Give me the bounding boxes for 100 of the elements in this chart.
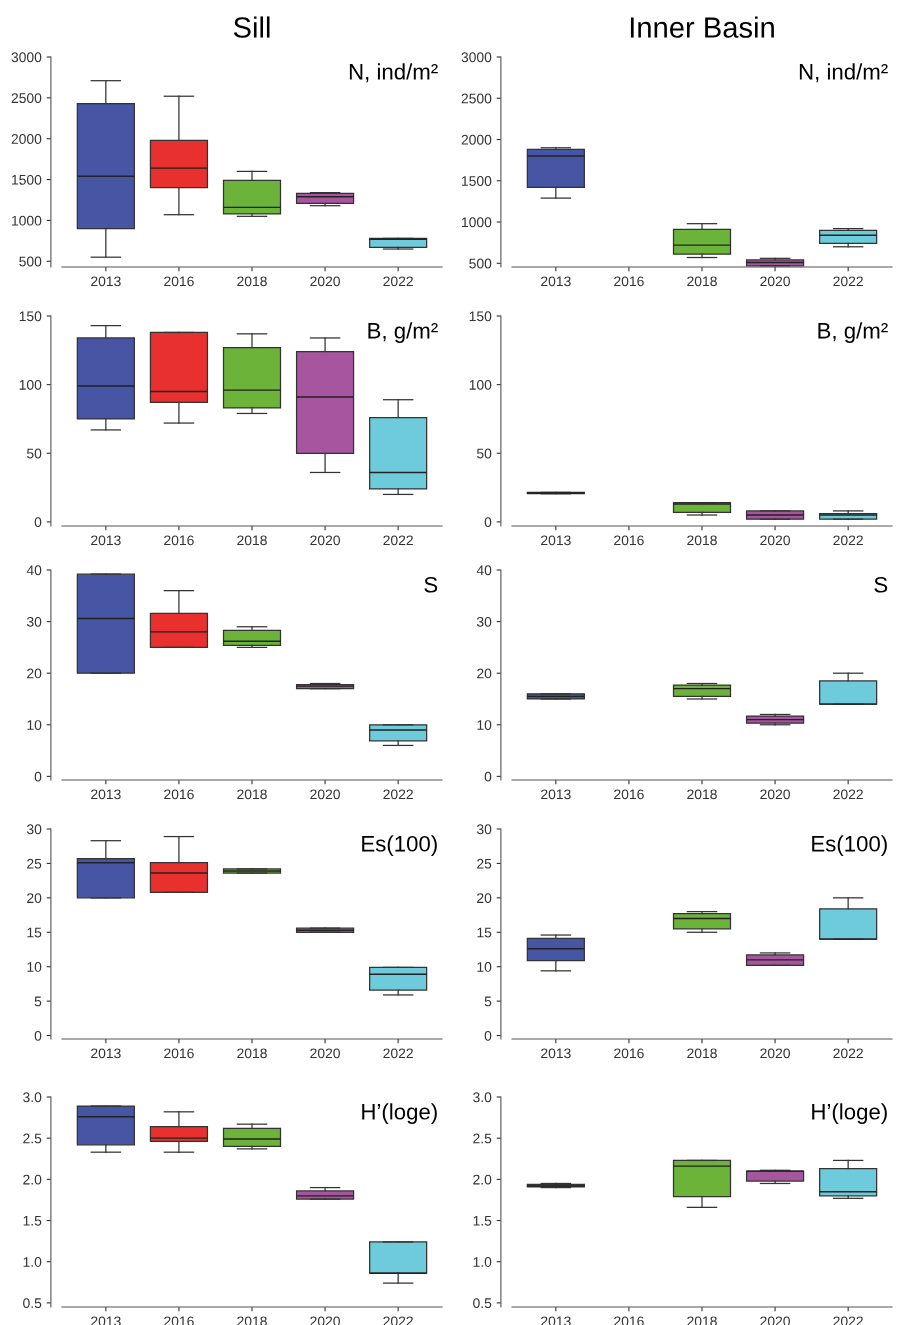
- annotation: Es(100): [362, 835, 437, 856]
- x-tick-label: 2013: [91, 789, 121, 800]
- x-tick-label: 2022: [833, 1048, 863, 1059]
- y-tick-label: 2500: [11, 93, 42, 104]
- y-tick-label: 0: [484, 771, 492, 782]
- x-tick-label: 2016: [164, 1048, 194, 1059]
- y-tick-label: 150: [19, 311, 42, 322]
- y-tick-label: 15: [477, 927, 492, 938]
- y-tick-label: 30: [476, 824, 492, 835]
- x-tick-label: 2016: [164, 535, 194, 546]
- y-tick-label: 500: [19, 256, 42, 267]
- x-tick-label: 2016: [614, 789, 644, 800]
- x-tick-label: 2016: [164, 789, 194, 800]
- y-tick-label: 1.5: [23, 1216, 42, 1226]
- y-tick-label: 100: [19, 379, 42, 390]
- y-tick-label: 25: [477, 858, 492, 869]
- y-tick-label: 1000: [12, 215, 42, 226]
- x-tick-label: 2018: [237, 276, 267, 287]
- annotation: N, ind/m²: [349, 63, 438, 83]
- y-tick-label: 2.0: [473, 1174, 492, 1185]
- y-tick-label: 1.5: [473, 1216, 492, 1226]
- x-tick-label: 2018: [237, 535, 267, 546]
- x-tick-label: 2013: [541, 535, 571, 546]
- y-tick-label: 1500: [462, 176, 492, 186]
- annotation: H’(loge): [362, 1103, 437, 1125]
- y-tick-label: 0: [34, 771, 42, 782]
- y-tick-label: 5: [484, 996, 492, 1007]
- x-tick-label: 2018: [237, 789, 267, 800]
- x-tick-label: 2013: [541, 276, 571, 287]
- x-tick-label: 2022: [383, 535, 413, 546]
- x-tick-label: 2020: [310, 276, 340, 287]
- y-tick-label: 1.0: [473, 1257, 492, 1267]
- x-tick-label: 2018: [687, 789, 717, 800]
- x-tick-label: 2020: [310, 789, 340, 800]
- x-tick-label: 2013: [91, 276, 121, 287]
- y-tick-label: 30: [476, 616, 492, 627]
- x-tick-label: 2020: [760, 1048, 790, 1059]
- y-tick-label: 3000: [11, 52, 42, 63]
- y-tick-label: 2.0: [23, 1174, 42, 1185]
- y-tick-label: 30: [26, 616, 42, 627]
- y-tick-label: 20: [27, 668, 42, 679]
- annotation: B, g/m²: [818, 322, 888, 344]
- y-tick-label: 0: [34, 517, 42, 528]
- y-tick-label: 1000: [462, 217, 492, 228]
- y-tick-label: 0: [34, 1030, 42, 1041]
- annotation: N, ind/m²: [799, 63, 888, 83]
- x-tick-label: 2022: [833, 789, 863, 800]
- x-tick-label: 2016: [614, 1048, 644, 1059]
- x-tick-label: 2018: [687, 535, 717, 546]
- y-tick-label: 0.5: [23, 1298, 42, 1309]
- y-tick-label: 3.0: [473, 1092, 492, 1103]
- y-tick-label: 20: [477, 893, 492, 904]
- y-tick-label: 10: [27, 962, 42, 972]
- y-tick-label: 2.5: [23, 1133, 42, 1144]
- x-tick-label: 2020: [310, 535, 340, 546]
- y-tick-label: 3000: [461, 52, 492, 63]
- y-tick-label: 40: [476, 565, 492, 576]
- y-tick-label: 20: [477, 668, 492, 679]
- annotation: H’(loge): [812, 1103, 887, 1125]
- x-tick-label: 2013: [541, 789, 571, 800]
- y-tick-label: 2.5: [473, 1133, 492, 1144]
- x-tick-label: 2016: [164, 276, 194, 287]
- x-tick-label: 2022: [383, 1048, 413, 1059]
- y-tick-label: 30: [26, 824, 42, 835]
- x-tick-label: 2020: [760, 535, 790, 546]
- y-tick-label: 5: [34, 996, 42, 1007]
- y-tick-label: 3.0: [23, 1092, 42, 1103]
- x-tick-label: 2018: [687, 276, 717, 287]
- y-tick-label: 2500: [461, 93, 492, 104]
- x-tick-label: 2020: [760, 276, 790, 287]
- y-tick-label: 40: [26, 565, 42, 576]
- x-tick-label: 2022: [833, 276, 863, 287]
- x-tick-label: 2022: [833, 535, 863, 546]
- x-tick-label: 2013: [541, 1048, 571, 1059]
- y-tick-label: 1.0: [23, 1257, 42, 1267]
- y-tick-label: 15: [27, 927, 42, 938]
- x-tick-label: 2013: [91, 535, 121, 546]
- y-tick-label: 0: [484, 517, 492, 528]
- x-tick-label: 2016: [614, 535, 644, 546]
- chart-title: Inner Basin: [630, 16, 774, 38]
- x-tick-label: 2020: [760, 789, 790, 800]
- y-tick-label: 10: [477, 962, 492, 972]
- y-tick-label: 50: [26, 448, 42, 459]
- y-tick-label: 0.5: [473, 1298, 492, 1309]
- x-tick-label: 2020: [310, 1048, 340, 1059]
- x-tick-label: 2022: [383, 276, 413, 287]
- y-tick-label: 25: [27, 858, 42, 869]
- y-tick-label: 10: [477, 720, 492, 730]
- x-tick-label: 2018: [237, 1048, 267, 1059]
- x-tick-label: 2022: [383, 789, 413, 800]
- y-tick-label: 10: [27, 720, 42, 730]
- annotation: S: [424, 576, 438, 593]
- annotation: S: [874, 576, 888, 593]
- x-tick-label: 2018: [687, 1048, 717, 1059]
- annotation: Es(100): [812, 835, 887, 856]
- y-tick-label: 20: [27, 893, 42, 904]
- x-tick-label: 2016: [614, 276, 644, 287]
- x-tick-label: 2013: [91, 1048, 121, 1059]
- y-tick-label: 100: [469, 379, 492, 390]
- y-tick-label: 150: [469, 311, 492, 322]
